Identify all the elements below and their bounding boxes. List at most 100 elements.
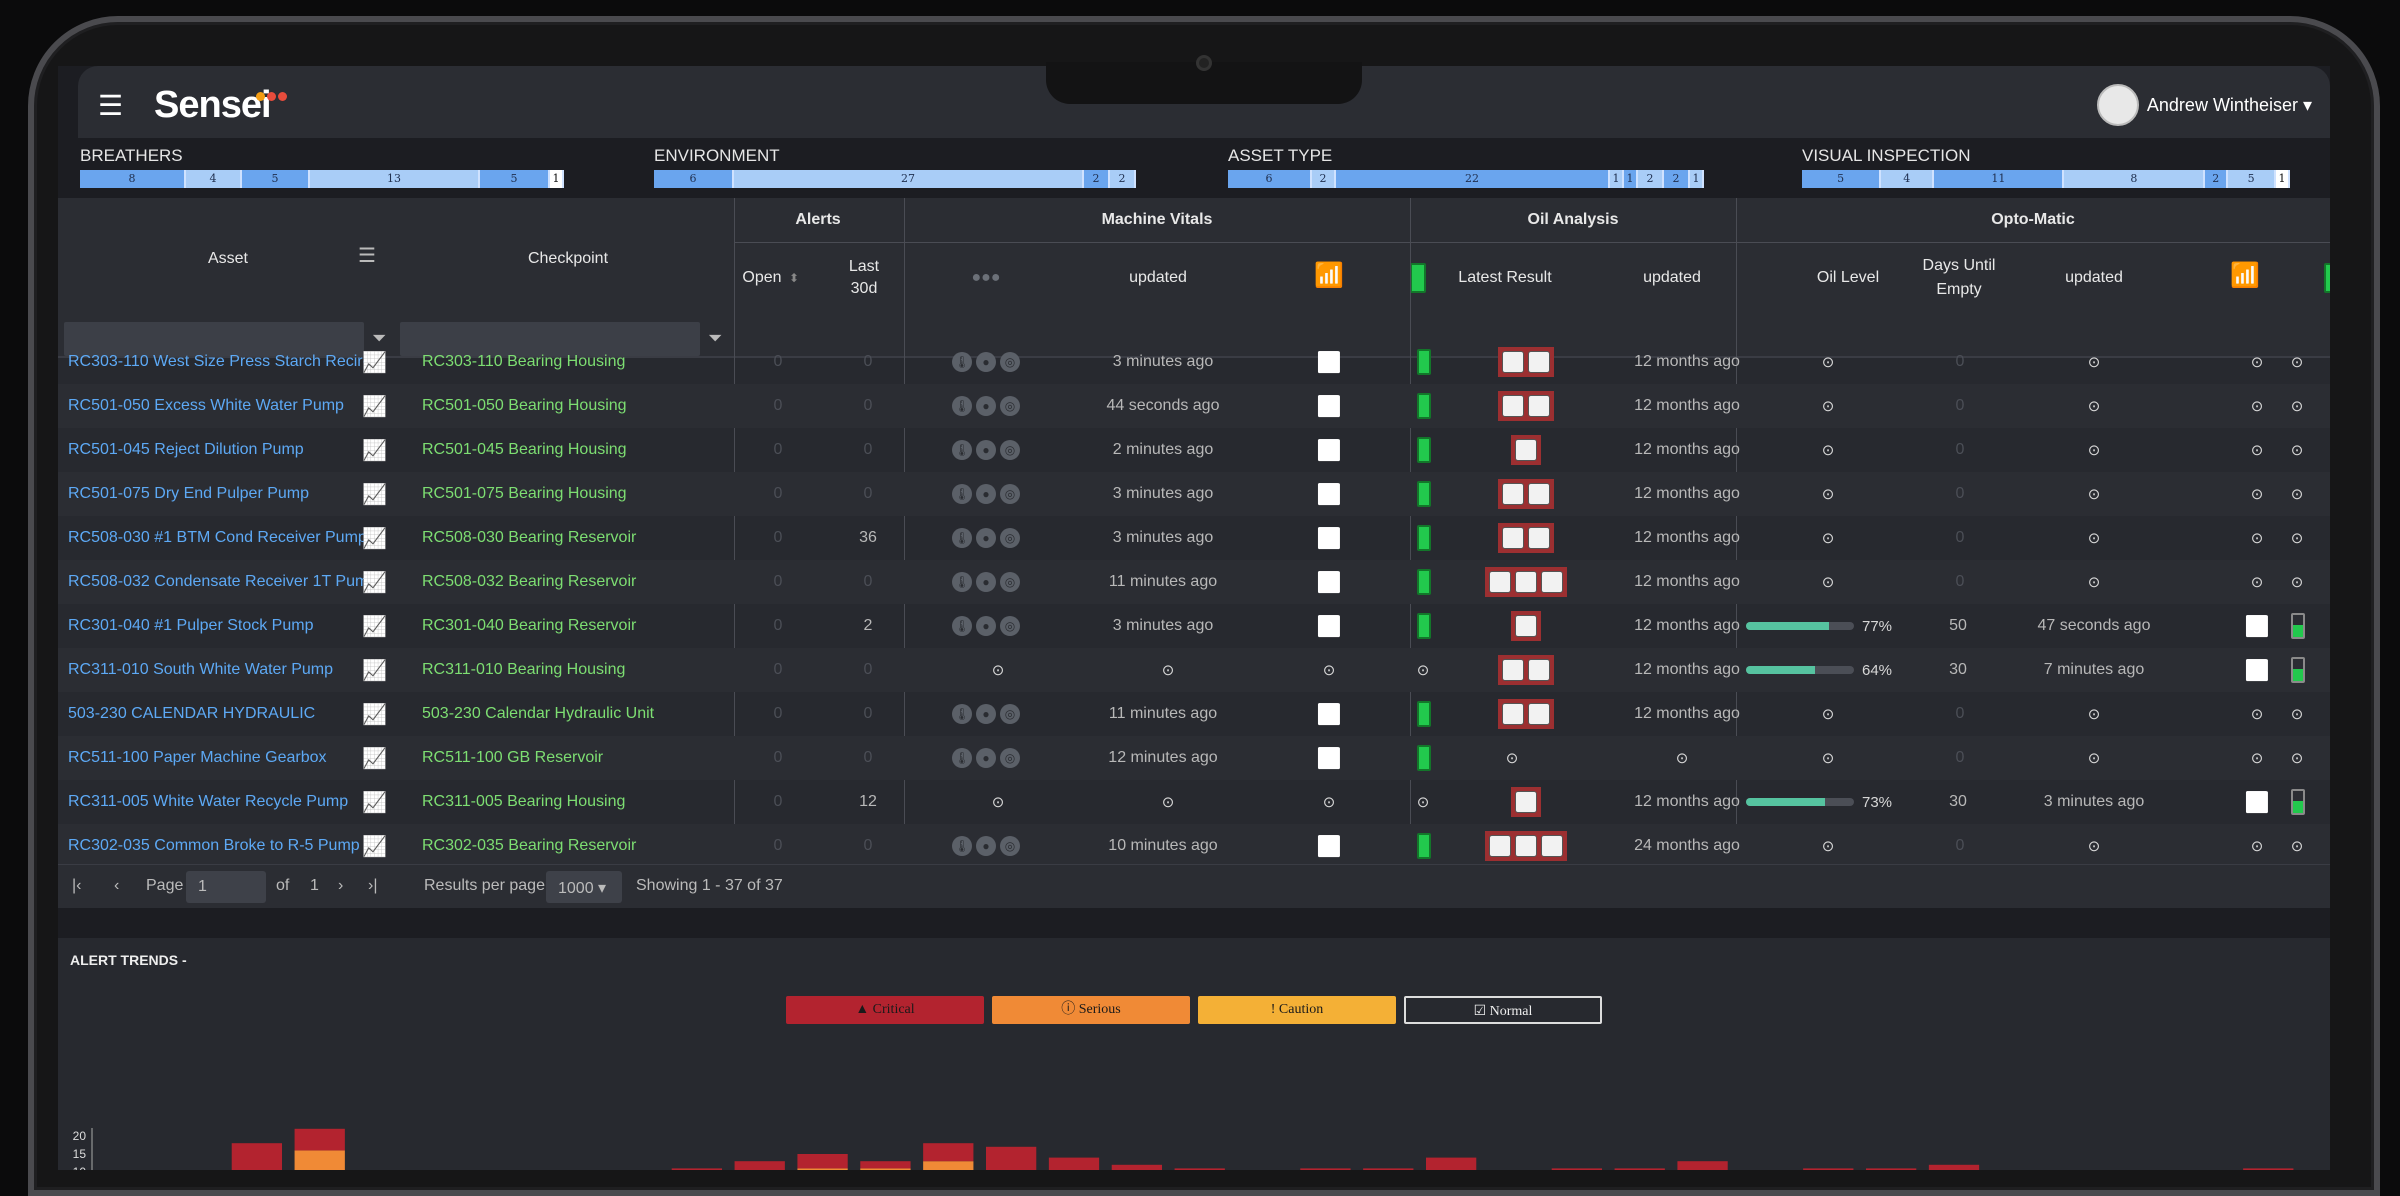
bar-critical[interactable] — [1928, 1164, 1980, 1170]
col-last30d[interactable]: Last 30d — [848, 258, 880, 297]
summary-segment[interactable]: 4 — [186, 170, 242, 188]
user-menu[interactable]: Andrew Wintheiser ▾ — [2096, 84, 2312, 126]
summary-segment[interactable]: 2 — [1664, 170, 1690, 188]
asset-link[interactable]: RC303-110 West Size Press Starch Recirc.… — [68, 353, 384, 370]
summary-segment[interactable]: 1 — [2276, 170, 2290, 188]
table-row[interactable]: RC511-100 Paper Machine Gearbox 📈 RC511-10… — [58, 736, 2330, 780]
trend-chart-icon[interactable]: 📈 — [362, 615, 387, 638]
col-asset[interactable]: Asset — [207, 250, 248, 267]
summary-segment[interactable]: 8 — [2064, 170, 2206, 188]
checkpoint-link[interactable]: 503-230 Calendar Hydraulic Unit — [422, 705, 655, 722]
trend-chart-icon[interactable]: 📈 — [362, 351, 387, 374]
summary-segment[interactable]: 1 — [550, 170, 564, 188]
legend-caution[interactable]: ! Caution — [1198, 996, 1396, 1024]
menu-icon[interactable]: ☰ — [98, 90, 124, 121]
page-input[interactable]: 1 — [186, 871, 266, 903]
oil-result-badge[interactable] — [1511, 435, 1541, 465]
summary-segment[interactable]: 2 — [1084, 170, 1110, 188]
asset-link[interactable]: RC311-005 White Water Recycle Pump — [68, 793, 349, 810]
summary-segment[interactable]: 8 — [80, 170, 186, 188]
asset-link[interactable]: 503-230 CALENDAR HYDRAULIC — [68, 705, 316, 722]
table-row[interactable]: RC508-030 #1 BTM Cond Receiver Pump 📈 RC50… — [58, 516, 2330, 560]
summary-segment[interactable]: 6 — [654, 170, 734, 188]
col-open[interactable]: Open — [742, 269, 782, 286]
filter-icon[interactable]: ⏷ — [372, 328, 387, 348]
bar-critical[interactable] — [860, 1161, 911, 1169]
bar-critical[interactable] — [734, 1161, 785, 1170]
asset-link[interactable]: RC501-075 Dry End Pulper Pump — [68, 485, 310, 502]
oil-result-badge[interactable] — [1511, 611, 1541, 641]
trend-chart-icon[interactable]: 📈 — [362, 747, 387, 770]
oil-result-badge[interactable] — [1485, 567, 1567, 597]
trend-chart-icon[interactable]: 📈 — [362, 527, 387, 550]
bar-critical[interactable] — [797, 1154, 848, 1169]
table-row[interactable]: RC302-035 Common Broke to R-5 Pump 📈 RC302… — [58, 824, 2330, 868]
oil-result-badge[interactable] — [1498, 655, 1554, 685]
bar-serious[interactable] — [860, 1168, 911, 1170]
col-days-until-empty[interactable]: Days Until Empty — [1922, 257, 1996, 298]
summary-segment[interactable]: 1 — [1690, 170, 1704, 188]
bar-critical[interactable] — [1866, 1168, 1917, 1170]
checkpoint-link[interactable]: RC303-110 Bearing Housing — [422, 353, 626, 370]
oil-result-badge[interactable] — [1485, 831, 1567, 861]
table-row[interactable]: 503-230 CALENDAR HYDRAULIC 📈 503-230 Calen… — [58, 692, 2330, 736]
bar-critical[interactable] — [1363, 1168, 1414, 1170]
checkpoint-link[interactable]: RC301-040 Bearing Reservoir — [422, 617, 637, 634]
col-opto-updated[interactable]: updated — [2065, 269, 2123, 286]
oil-result-icons[interactable] — [1486, 340, 1566, 384]
asset-link[interactable]: RC311-010 South White Water Pump — [68, 661, 334, 678]
oil-result-icons[interactable] — [1486, 692, 1566, 736]
bar-critical[interactable] — [671, 1168, 722, 1170]
col-checkpoint[interactable]: Checkpoint — [527, 250, 609, 267]
summary-segment[interactable]: 27 — [734, 170, 1084, 188]
oil-result-badge[interactable] — [1498, 391, 1554, 421]
trend-chart-icon[interactable]: 📈 — [362, 659, 387, 682]
bar-critical[interactable] — [1551, 1168, 1602, 1170]
col-vitals-updated[interactable]: updated — [1129, 269, 1187, 286]
asset-link[interactable]: RC508-030 #1 BTM Cond Receiver Pump — [68, 529, 367, 546]
col-latest-result[interactable]: Latest Result — [1458, 269, 1552, 286]
summary-segment[interactable]: 2 — [1312, 170, 1336, 188]
summary-segment[interactable]: 1 — [1610, 170, 1624, 188]
next-page-icon[interactable]: › — [338, 877, 344, 894]
asset-link[interactable]: RC501-045 Reject Dilution Pump — [68, 441, 304, 458]
bar-critical[interactable] — [231, 1143, 282, 1170]
legend-serious[interactable]: ⓘ Serious — [992, 996, 1190, 1024]
bar-critical[interactable] — [1300, 1168, 1351, 1170]
summary-segment[interactable]: 2 — [1638, 170, 1664, 188]
trend-chart-icon[interactable]: 📈 — [362, 571, 387, 594]
table-row[interactable]: RC311-010 South White Water Pump 📈 RC311-0… — [58, 648, 2330, 692]
summary-segment[interactable]: 5 — [1802, 170, 1882, 188]
sort-icon[interactable]: ⬍ — [788, 271, 800, 285]
asset-link[interactable]: RC501-050 Excess White Water Pump — [68, 397, 344, 414]
table-row[interactable]: RC508-032 Condensate Receiver 1T Pump 📈 RC… — [58, 560, 2330, 604]
checkpoint-link[interactable]: RC511-100 GB Reservoir — [422, 749, 604, 766]
checkpoint-link[interactable]: RC501-075 Bearing Housing — [422, 485, 627, 502]
bar-serious[interactable] — [797, 1168, 848, 1170]
checkpoint-link[interactable]: RC302-035 Bearing Reservoir — [422, 837, 637, 854]
column-menu-icon[interactable]: ☰ — [358, 244, 376, 267]
oil-result-badge[interactable] — [1498, 479, 1554, 509]
table-row[interactable]: RC311-005 White Water Recycle Pump 📈 RC311… — [58, 780, 2330, 824]
legend-critical[interactable]: ▲ Critical — [786, 996, 984, 1024]
summary-segment[interactable]: 1 — [1624, 170, 1638, 188]
table-row[interactable]: RC501-045 Reject Dilution Pump 📈 RC501-045… — [58, 428, 2330, 472]
asset-link[interactable]: RC301-040 #1 Pulper Stock Pump — [68, 617, 314, 634]
bar-critical[interactable] — [1174, 1168, 1225, 1170]
summary-segment[interactable]: 22 — [1336, 170, 1610, 188]
oil-result-icons[interactable] — [1486, 516, 1566, 560]
checkpoint-link[interactable]: RC311-010 Bearing Housing — [422, 661, 626, 678]
checkpoint-link[interactable]: RC508-030 Bearing Reservoir — [422, 529, 637, 546]
filter-icon[interactable]: ⏷ — [708, 328, 723, 348]
bar-critical[interactable] — [1048, 1157, 1100, 1170]
prev-page-icon[interactable]: ‹ — [114, 877, 120, 894]
app-logo[interactable]: Sensei — [154, 84, 272, 126]
table-row[interactable]: RC501-075 Dry End Pulper Pump 📈 RC501-075 … — [58, 472, 2330, 516]
summary-segment[interactable]: 5 — [480, 170, 550, 188]
summary-segment[interactable]: 6 — [1228, 170, 1312, 188]
checkpoint-link[interactable]: RC501-045 Bearing Housing — [422, 441, 627, 458]
oil-result-icons[interactable] — [1470, 560, 1582, 604]
checkpoint-filter-input[interactable] — [400, 322, 700, 356]
user-name[interactable]: Andrew Wintheiser ▾ — [2146, 94, 2312, 115]
checkpoint-link[interactable]: RC508-032 Bearing Reservoir — [422, 573, 637, 590]
